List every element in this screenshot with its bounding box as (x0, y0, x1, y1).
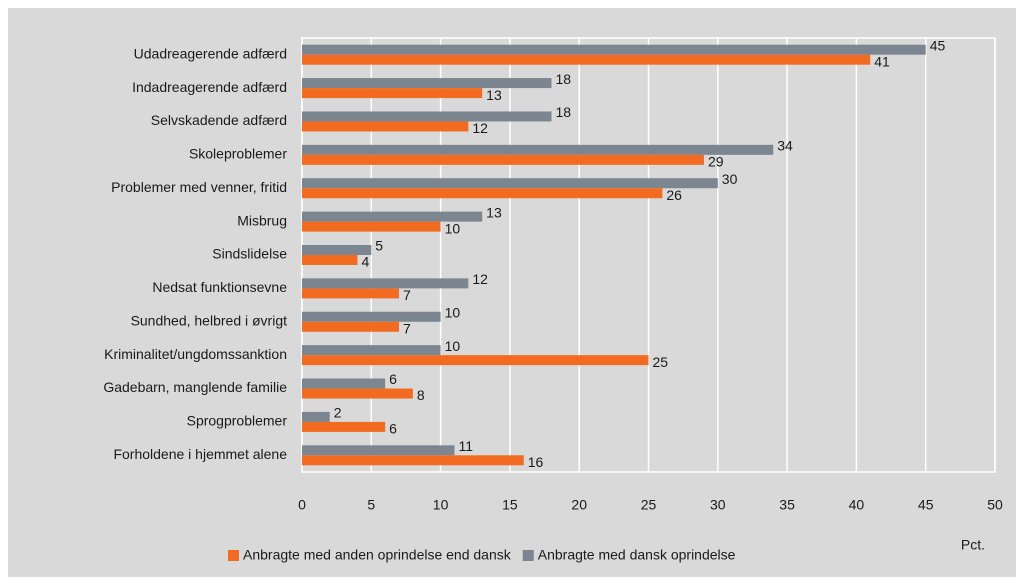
bar (302, 378, 386, 389)
data-label: 6 (389, 371, 397, 387)
y-tick-label: Sundhed, helbred i øvrigt (131, 312, 288, 328)
bar (302, 144, 774, 155)
bar (302, 211, 483, 222)
data-label: 13 (486, 204, 502, 220)
data-label: 41 (874, 53, 890, 69)
data-label: 29 (708, 154, 724, 170)
data-label: 16 (528, 454, 544, 470)
legend-swatch (522, 550, 534, 561)
bar (302, 345, 441, 356)
data-label: 12 (472, 271, 488, 287)
x-tick-label: 0 (298, 497, 306, 513)
bar (302, 445, 455, 456)
y-tick-label: Sindslidelse (212, 246, 287, 262)
data-label: 7 (403, 287, 411, 303)
bar (302, 255, 358, 265)
bar (302, 355, 649, 366)
y-tick-label: Indadreagerende adfærd (132, 79, 287, 95)
y-tick-label: Udadreagerende adfærd (134, 45, 287, 61)
bar (302, 388, 413, 399)
x-axis-label: Pct. (961, 537, 985, 553)
legend-label: Anbragte med dansk oprindelse (538, 547, 736, 563)
y-tick-label: Forholdene i hjemmet alene (113, 446, 287, 462)
bar (302, 278, 469, 289)
data-label: 25 (653, 354, 669, 370)
x-tick-label: 25 (641, 497, 657, 513)
bar (302, 288, 400, 299)
y-tick-label: Selvskadende adfærd (151, 112, 287, 128)
y-tick-label: Gadebarn, manglende familie (103, 379, 287, 395)
legend-swatch (228, 550, 239, 561)
bar (302, 188, 663, 199)
y-tick-label: Misbrug (237, 212, 287, 228)
bar (302, 78, 552, 89)
data-label: 30 (722, 171, 738, 187)
bar (302, 321, 400, 332)
y-tick-label: Nedsat funktionsevne (152, 279, 287, 295)
data-label: 45 (930, 37, 946, 53)
bar (302, 421, 386, 432)
bar (302, 245, 372, 255)
x-tick-label: 10 (433, 497, 449, 513)
x-tick-label: 15 (502, 497, 518, 513)
data-label: 5 (375, 238, 383, 254)
data-label: 18 (555, 104, 571, 120)
data-label: 18 (555, 71, 571, 87)
data-label: 34 (777, 138, 793, 154)
chart-background (8, 8, 1016, 577)
x-tick-label: 20 (571, 497, 587, 513)
data-label: 10 (445, 220, 461, 236)
data-label: 8 (417, 387, 425, 403)
bar (302, 88, 483, 99)
bar (302, 178, 718, 189)
bar (302, 54, 871, 65)
x-tick-label: 35 (779, 497, 795, 513)
bar (302, 111, 552, 122)
bar (302, 411, 330, 422)
data-label: 11 (458, 438, 473, 454)
data-label: 26 (666, 187, 682, 203)
data-label: 2 (334, 405, 342, 421)
data-label: 7 (403, 320, 411, 336)
bar (302, 311, 441, 322)
y-tick-label: Sprogproblemer (187, 413, 288, 429)
data-label: 12 (472, 120, 488, 136)
legend-label: Anbragte med anden oprindelse end dansk (243, 547, 512, 563)
x-tick-label: 40 (849, 497, 865, 513)
x-tick-label: 50 (987, 497, 1003, 513)
bar (302, 154, 704, 165)
bar (302, 221, 441, 232)
y-tick-label: Problemer med venner, fritid (111, 179, 287, 195)
data-label: 10 (445, 304, 461, 320)
x-tick-label: 30 (710, 497, 726, 513)
y-tick-label: Skoleproblemer (189, 146, 287, 162)
data-label: 4 (361, 254, 369, 270)
y-tick-label: Kriminalitet/ungdomssanktion (104, 346, 287, 362)
x-tick-label: 45 (918, 497, 934, 513)
data-label: 6 (389, 421, 397, 437)
x-tick-label: 5 (367, 497, 375, 513)
bar (302, 121, 469, 132)
bar (302, 44, 926, 55)
data-label: 10 (445, 338, 461, 354)
data-label: 13 (486, 87, 502, 103)
bar (302, 455, 524, 466)
